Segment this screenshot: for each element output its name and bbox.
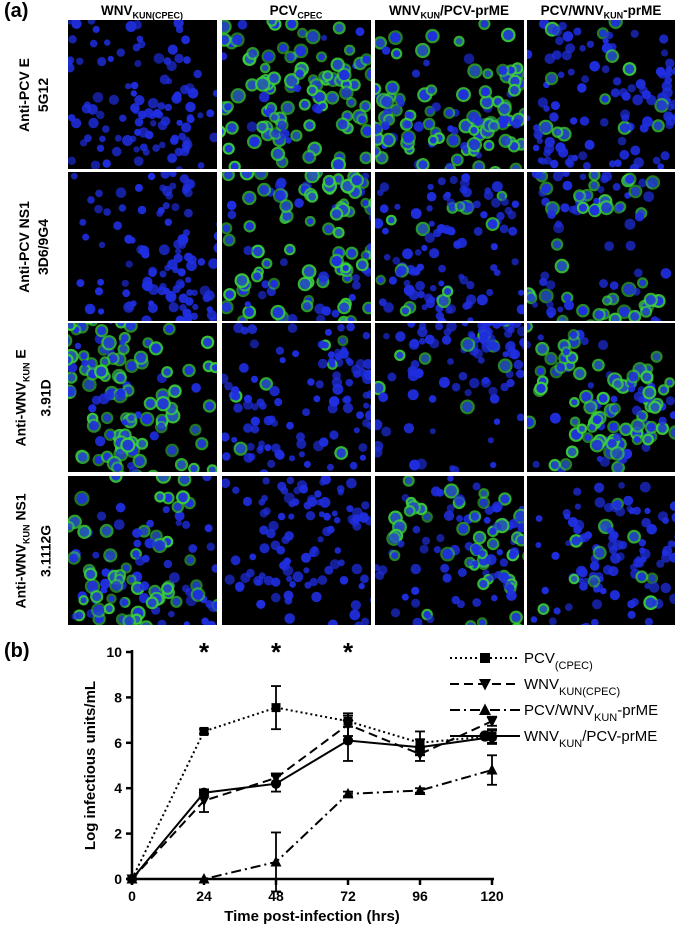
data-point (342, 787, 354, 799)
data-point (479, 679, 491, 691)
data-point (414, 784, 426, 795)
data-point (126, 873, 138, 885)
data-point (198, 787, 210, 798)
legend-entry: WNVKUN(CPEC) (450, 676, 620, 698)
legend-entry: PCV(CPEC) (450, 650, 593, 672)
micrograph-tile (375, 476, 524, 625)
x-axis-label: Time post-infection (hrs) (224, 908, 400, 925)
significance-marker: * (271, 637, 282, 667)
data-point (271, 703, 281, 713)
micrograph-tile (527, 172, 675, 321)
data-point (480, 653, 490, 663)
micrograph-tile (222, 476, 371, 625)
micrograph-tile (222, 20, 371, 169)
panel-b-label: (b) (4, 640, 30, 662)
x-tick-label: 24 (196, 888, 212, 904)
micrograph-tile (375, 172, 524, 321)
micrograph-tile (527, 323, 675, 472)
series-line (131, 706, 493, 880)
data-point (198, 873, 210, 884)
micrograph-tile (68, 323, 217, 472)
data-point (270, 855, 282, 867)
x-tick-label: 0 (128, 888, 136, 904)
micrograph-tile (375, 20, 524, 169)
micrograph-tile (68, 172, 217, 321)
series-line (131, 736, 493, 880)
micrograph-tile (68, 476, 217, 625)
micrograph-tile (527, 476, 675, 625)
panel-a-label: (a) (4, 0, 29, 22)
data-point (479, 703, 491, 715)
data-point (198, 796, 210, 807)
series-line (132, 769, 493, 880)
series-triangle-down (126, 712, 498, 885)
row-heading: Anti-WNVKUN NS1 3.1112G (13, 493, 54, 609)
micrograph-tile (222, 172, 371, 321)
y-tick-label: 2 (114, 826, 122, 842)
data-point (342, 735, 354, 746)
data-point (199, 726, 209, 736)
data-point (414, 742, 426, 753)
y-tick-label: 4 (114, 780, 122, 796)
column-heading: PCVCPEC (269, 3, 323, 21)
legend-label: PCV(CPEC) (524, 650, 593, 672)
series-line (131, 720, 493, 880)
row-heading: Anti-PCV NS1 3D6/9G4 (16, 201, 52, 293)
series-square (127, 685, 497, 884)
series-circle (126, 719, 498, 885)
row-heading: Anti-PCV E 5G12 (16, 58, 52, 132)
legend-label: WNVKUN/PCV-prME (524, 728, 657, 750)
significance-marker: * (199, 637, 210, 667)
micrograph-tile (527, 20, 675, 169)
column-heading: WNVKUN/PCV-prME (388, 3, 509, 21)
x-tick-label: 120 (480, 888, 504, 904)
column-heading: PCV/WNVKUN-prME (540, 3, 662, 21)
data-point (486, 764, 498, 775)
y-tick-label: 6 (114, 735, 122, 751)
x-tick-label: 72 (340, 888, 356, 904)
y-axis-label: Log infectious units/mL (82, 681, 99, 850)
y-tick-label: 10 (106, 644, 122, 660)
row-heading: Anti-WNVKUN E 3.91D (13, 349, 54, 447)
y-tick-label: 0 (114, 871, 122, 887)
data-point (270, 778, 282, 789)
data-point (479, 730, 491, 742)
micrograph-tile (375, 323, 524, 472)
significance-marker: * (343, 637, 354, 667)
x-tick-label: 96 (412, 888, 428, 904)
micrograph-tile (222, 323, 371, 472)
data-point (486, 716, 498, 728)
micrograph-tile (68, 20, 217, 169)
legend-label: PCV/WNVKUN-prME (524, 702, 658, 724)
y-tick-label: 8 (114, 689, 122, 705)
series-triangle-up (126, 754, 498, 893)
legend-entry: PCV/WNVKUN-prME (450, 702, 658, 724)
legend-entry: WNVKUN/PCV-prME (450, 728, 657, 750)
column-heading: WNVKUN(CPEC) (101, 3, 183, 21)
legend-label: WNVKUN(CPEC) (524, 676, 620, 698)
